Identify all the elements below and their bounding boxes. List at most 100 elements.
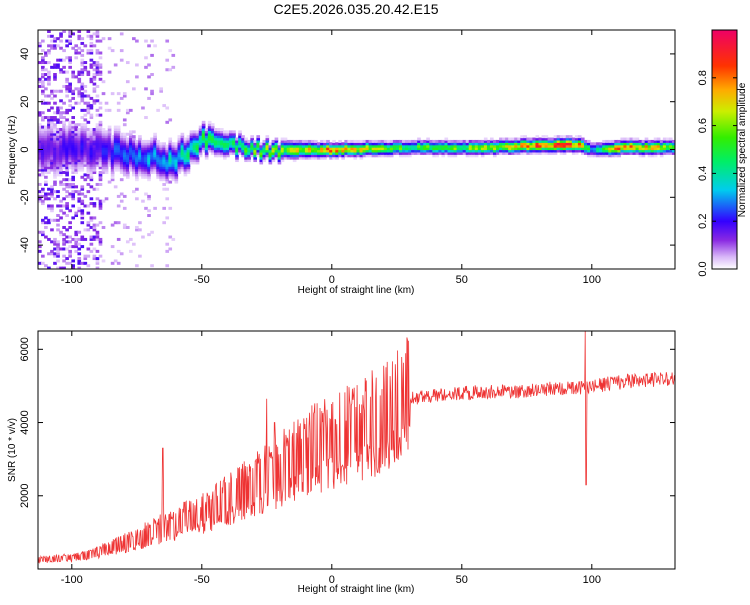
heatmap-cell: [107, 139, 112, 143]
heatmap-cell: [204, 135, 209, 139]
heatmap-cell: [135, 264, 139, 268]
heatmap-cell: [116, 144, 121, 148]
heatmap-cell: [189, 130, 194, 134]
heatmap-cell: [153, 142, 157, 146]
heatmap-cell: [89, 96, 94, 100]
heatmap-cell: [496, 142, 500, 146]
heatmap-cell: [59, 113, 63, 117]
heatmap-cell: [638, 147, 643, 151]
heatmap-cell: [165, 249, 170, 253]
heatmap-cell: [125, 111, 130, 115]
heatmap-cell: [98, 163, 103, 167]
heatmap-cell: [253, 144, 257, 148]
heatmap-cell: [89, 242, 94, 246]
heatmap-cell: [68, 61, 72, 65]
heatmap-cell: [298, 156, 303, 160]
heatmap-cell: [186, 144, 191, 148]
heatmap-cell: [92, 135, 97, 139]
heatmap-cell: [50, 218, 54, 222]
heatmap-cell: [244, 156, 248, 160]
heatmap-cell: [153, 132, 157, 136]
heatmap-cell: [86, 159, 91, 163]
heatmap-cell: [247, 151, 251, 155]
heatmap-cell: [80, 132, 85, 136]
heatmap-cell: [596, 147, 600, 151]
heatmap-cell: [138, 228, 142, 232]
heatmap-cell: [122, 151, 127, 155]
heatmap-cell: [201, 123, 206, 127]
heatmap-cell: [53, 261, 57, 265]
heatmap-cell: [150, 159, 154, 163]
heatmap-cell: [47, 197, 51, 201]
heatmap-cell: [83, 135, 88, 139]
heatmap-cell: [101, 163, 106, 167]
heatmap-cell: [80, 68, 85, 72]
heatmap-cell: [53, 130, 57, 134]
heatmap-cell: [104, 139, 109, 143]
heatmap-cell: [65, 151, 69, 155]
heatmap-cell: [311, 149, 315, 153]
heatmap-cell: [62, 125, 66, 129]
heatmap-cell: [350, 144, 355, 148]
colorbar-tick-label: 0.6: [697, 118, 709, 133]
heatmap-cell: [83, 142, 88, 146]
heatmap-cell: [450, 149, 455, 153]
heatmap-cell: [38, 197, 42, 201]
heatmap-cell: [71, 190, 75, 194]
heatmap-cell: [247, 149, 251, 153]
heatmap-cell: [359, 147, 364, 151]
heatmap-cell: [89, 41, 94, 45]
heatmap-cell: [80, 41, 85, 45]
heatmap-cell: [122, 139, 127, 143]
heatmap-cell: [65, 228, 69, 232]
spectrogram-x-axis: -100 -50 0 50 100: [61, 30, 601, 286]
heatmap-cell: [213, 154, 218, 158]
heatmap-cell: [71, 89, 75, 93]
heatmap-cell: [456, 149, 461, 153]
heatmap-cell: [229, 151, 233, 155]
heatmap-cell: [47, 159, 51, 163]
heatmap-cell: [77, 89, 82, 93]
heatmap-cell: [68, 135, 72, 139]
heatmap-cell: [271, 149, 276, 153]
heatmap-cell: [101, 132, 106, 136]
heatmap-cell: [420, 142, 424, 146]
heatmap-cell: [229, 137, 233, 141]
heatmap-cell: [295, 149, 300, 153]
heatmap-cell: [232, 147, 236, 151]
heatmap-cell: [38, 77, 42, 81]
heatmap-cell: [195, 135, 200, 139]
heatmap-cell: [292, 159, 297, 163]
heatmap-cell: [116, 194, 121, 198]
heatmap-cell: [420, 144, 424, 148]
heatmap-cell: [584, 151, 588, 155]
heatmap-cell: [86, 30, 91, 33]
heatmap-cell: [168, 118, 173, 122]
heatmap-cell: [298, 151, 303, 155]
heatmap-cell: [141, 149, 145, 153]
heatmap-cell: [435, 149, 439, 153]
heatmap-cell: [590, 147, 594, 151]
heatmap-cell: [62, 154, 66, 158]
heatmap-cell: [86, 223, 91, 227]
heatmap-cell: [350, 154, 355, 158]
heatmap-cell: [574, 147, 579, 151]
heatmap-cell: [95, 187, 100, 191]
heatmap-cell: [168, 163, 173, 167]
heatmap-cell: [329, 156, 333, 160]
heatmap-cell: [602, 139, 606, 143]
heatmap-cell: [550, 147, 555, 151]
heatmap-cell: [232, 132, 236, 136]
heatmap-cell: [74, 130, 79, 134]
heatmap-cell: [250, 135, 254, 139]
heatmap-cell: [71, 123, 75, 127]
heatmap-cell: [62, 166, 66, 170]
heatmap-cell: [220, 147, 224, 151]
heatmap-cell: [656, 137, 661, 141]
heatmap-cell: [129, 144, 133, 148]
heatmap-cell: [198, 137, 203, 141]
heatmap-cell: [65, 214, 69, 218]
heatmap-cell: [226, 147, 230, 151]
heatmap-cell: [104, 197, 109, 201]
heatmap-cell: [587, 147, 591, 151]
